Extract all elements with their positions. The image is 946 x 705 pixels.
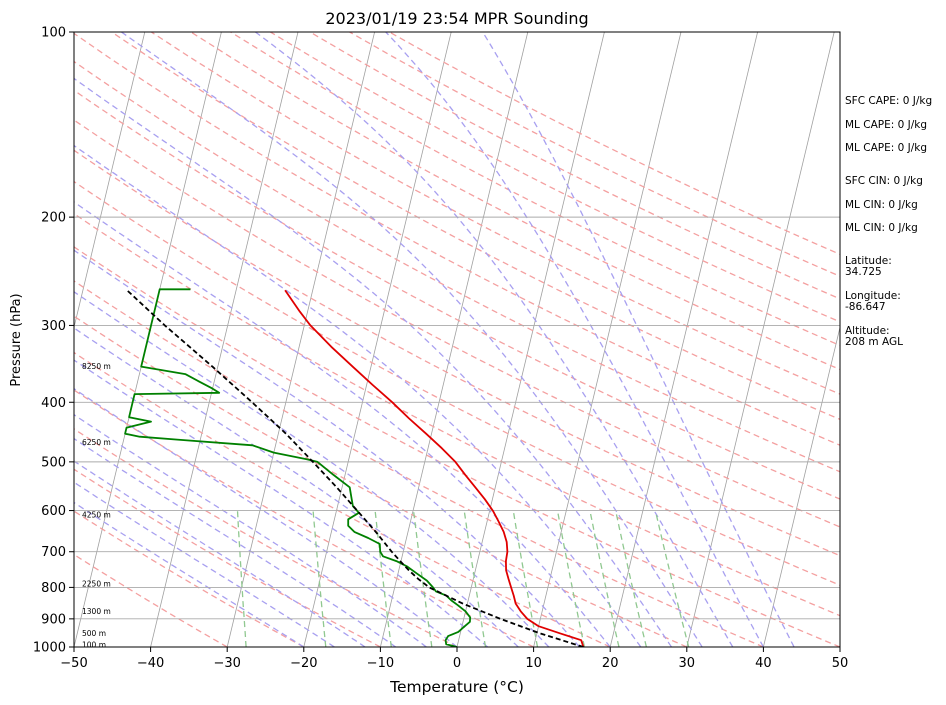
dewpoint-line (124, 288, 472, 647)
dry-adiabat-line (74, 212, 840, 617)
dry-adiabat-line (74, 428, 458, 647)
sounding-series (124, 288, 585, 647)
dry-adiabat-line (111, 32, 840, 421)
isotherm-line (533, 32, 682, 647)
dry-adiabat-line (74, 246, 840, 647)
chart-title: 2023/01/19 23:54 MPR Sounding (325, 9, 588, 28)
dry-adiabat-line (309, 32, 840, 300)
x-tick-label: −40 (137, 656, 164, 671)
y-tick-label: 1000 (33, 641, 66, 656)
dry-adiabat-line (74, 389, 534, 647)
sounding-info-panel: SFC CAPE: 0 J/kg ML CAPE: 0 J/kg ML CAPE… (845, 95, 932, 348)
x-tick-label: −10 (367, 656, 394, 671)
x-tick-label: 40 (755, 656, 772, 671)
moist-adiabat-line (74, 413, 427, 647)
height-label: 1300 m (82, 607, 111, 616)
dry-adiabat-line (190, 32, 840, 371)
y-tick-label: 100 (41, 26, 66, 41)
isotherm-line (226, 32, 375, 647)
latitude-label: Latitude: (845, 255, 892, 267)
y-axis-label: Pressure (hPa) (9, 293, 24, 386)
y-tick-label: 200 (41, 211, 66, 226)
isotherm-line (380, 32, 529, 647)
moist-adiabat-line (74, 437, 397, 647)
index-ml-cape: ML CAPE: 0 J/kg (845, 119, 927, 131)
isotherm-line (150, 32, 299, 647)
height-label: 4250 m (82, 510, 111, 519)
y-tick-label: 800 (41, 581, 66, 596)
isotherm-line (609, 32, 758, 647)
x-tick-label: 0 (453, 656, 461, 671)
y-tick-label: 900 (41, 612, 66, 627)
isotherm-line (686, 32, 835, 647)
height-label: 2250 m (82, 580, 111, 589)
dry-adiabat-line (230, 32, 840, 347)
x-tick-label: −20 (290, 656, 317, 671)
index-ml-cape-2: ML CAPE: 0 J/kg (845, 142, 927, 154)
x-axis-label: Temperature (°C) (389, 678, 524, 696)
x-tick-label: 20 (602, 656, 619, 671)
moist-adiabat-line (74, 291, 550, 647)
dry-adiabat-line (74, 32, 840, 446)
isotherm-line (763, 325, 840, 647)
dry-adiabat-line (74, 351, 611, 647)
y-tick-label: 600 (41, 504, 66, 519)
dry-adiabat-line (74, 89, 840, 500)
pressure-grid-lines (74, 32, 840, 647)
moist-adiabat-line (74, 387, 458, 647)
dry-adiabat-line (74, 315, 688, 647)
longitude-value: -86.647 (845, 301, 886, 313)
x-tick-label: −30 (213, 656, 240, 671)
moist-adiabat-line (385, 32, 764, 647)
height-label: 500 m (82, 629, 106, 638)
isotherm-line (303, 32, 452, 647)
height-label: 6250 m (82, 438, 111, 447)
moist-adiabat-line (74, 501, 305, 647)
height-label: 100 m (82, 640, 106, 649)
index-sfc-cin: SFC CIN: 0 J/kg (845, 175, 923, 187)
isotherm-line (74, 32, 146, 330)
index-ml-cin-2: ML CIN: 0 J/kg (845, 222, 918, 234)
dry-adiabat-line (74, 280, 764, 647)
dry-adiabat-line (74, 468, 381, 647)
dry-adiabat-line (74, 553, 228, 647)
x-tick-label: −50 (60, 656, 87, 671)
moist-adiabat-line (74, 481, 335, 647)
parcel-line (125, 288, 584, 647)
dry-adiabat-lines (74, 32, 840, 647)
y-tick-label: 700 (41, 545, 66, 560)
x-axis-ticks: −50 −40 −30 −20 −10 0 10 20 30 40 50 (60, 647, 848, 671)
plot-area: 8250 m 6250 m 4250 m 2250 m 1300 m 500 m 100 m (74, 32, 840, 649)
moist-adiabat-line (255, 32, 734, 647)
index-ml-cin: ML CIN: 0 J/kg (845, 199, 918, 211)
moist-adiabat-line (121, 32, 703, 647)
moist-adiabat-line (74, 201, 611, 647)
y-tick-label: 400 (41, 396, 66, 411)
moist-adiabat-line (482, 32, 795, 647)
moist-adiabat-line (74, 327, 519, 647)
x-tick-label: 10 (525, 656, 542, 671)
latitude-value: 34.725 (845, 266, 882, 278)
dry-adiabat-line (74, 119, 840, 528)
y-tick-label: 300 (41, 319, 66, 334)
height-labels: 8250 m 6250 m 4250 m 2250 m 1300 m 500 m 100 m (82, 362, 111, 649)
longitude-label: Longitude: (845, 290, 901, 302)
altitude-label: Altitude: (845, 325, 890, 337)
x-tick-label: 50 (832, 656, 849, 671)
temperature-line (284, 289, 585, 647)
y-tick-label: 500 (41, 455, 66, 470)
height-label: 8250 m (82, 362, 111, 371)
moist-adiabat-line (74, 77, 673, 647)
index-sfc-cape: SFC CAPE: 0 J/kg (845, 95, 932, 107)
y-axis-ticks: 1000 900 800 700 600 500 400 300 200 100 (33, 26, 74, 656)
altitude-value: 208 m AGL (845, 336, 903, 348)
x-tick-label: 30 (679, 656, 696, 671)
